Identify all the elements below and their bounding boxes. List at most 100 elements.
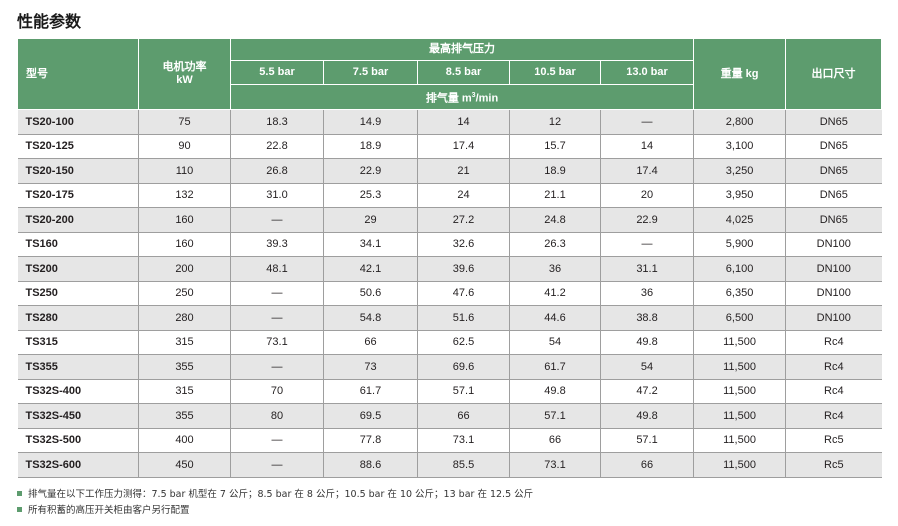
cell-flow: — bbox=[600, 232, 695, 257]
cell-flow: — bbox=[230, 281, 324, 306]
cell-flow: 61.7 bbox=[323, 379, 418, 404]
cell-flow: 26.3 bbox=[509, 232, 601, 257]
cell-model: TS20-125 bbox=[17, 134, 139, 159]
cell-power: 450 bbox=[138, 452, 231, 478]
cell-outlet: DN65 bbox=[785, 109, 882, 135]
header-power-label: 电机功率 bbox=[162, 61, 207, 73]
cell-flow: 66 bbox=[600, 452, 695, 478]
cell-flow: 22.9 bbox=[600, 207, 695, 233]
cell-weight: 2,800 bbox=[693, 109, 787, 135]
cell-flow: 27.2 bbox=[417, 207, 510, 233]
footnotes: 排气量在以下工作压力测得：7.5 bar 机型在 7 公斤；8.5 bar 在 … bbox=[17, 485, 533, 517]
cell-flow: 41.2 bbox=[509, 281, 601, 306]
cell-model: TS200 bbox=[17, 256, 139, 282]
cell-outlet: Rc4 bbox=[785, 379, 882, 404]
header-flow-label: 排气量 m bbox=[425, 92, 472, 105]
cell-model: TS32S-450 bbox=[17, 403, 139, 429]
header-weight: 重量 kg bbox=[693, 38, 787, 110]
cell-model: TS20-175 bbox=[17, 183, 139, 208]
cell-flow: 14 bbox=[600, 134, 695, 159]
cell-model: TS315 bbox=[17, 330, 139, 355]
cell-power: 132 bbox=[138, 183, 231, 208]
cell-power: 200 bbox=[138, 256, 231, 282]
cell-weight: 11,500 bbox=[693, 403, 787, 429]
bullet-square-icon bbox=[17, 506, 22, 512]
cell-model: TS32S-600 bbox=[17, 452, 139, 478]
cell-flow: 39.6 bbox=[417, 256, 510, 282]
cell-weight: 11,500 bbox=[693, 354, 787, 380]
page-title: 性能参数 bbox=[17, 12, 82, 31]
header-flow-exponent: 3 bbox=[471, 91, 476, 99]
cell-weight: 11,500 bbox=[693, 330, 787, 355]
cell-weight: 3,100 bbox=[693, 134, 787, 159]
cell-power: 75 bbox=[138, 109, 231, 135]
cell-flow: 14.9 bbox=[323, 109, 418, 135]
table-row: TS32S-600 450—88.6 85.5 73.1 66 11,500 Rc5 bbox=[17, 452, 882, 478]
cell-model: TS355 bbox=[17, 354, 139, 380]
cell-model: TS20-150 bbox=[17, 158, 139, 184]
cell-flow: 61.7 bbox=[509, 354, 601, 380]
table-row: TS32S-450 355 80 69.5 66 57.1 49.8 11,500 Rc4 bbox=[17, 403, 882, 429]
cell-flow: — bbox=[230, 207, 324, 233]
cell-flow: 20 bbox=[600, 183, 695, 208]
table-row: TS355 355—73 69.6 61.7 54 11,500 Rc4 bbox=[17, 354, 882, 380]
cell-power: 160 bbox=[138, 232, 231, 257]
header-pressure: 8.5 bar bbox=[417, 60, 510, 85]
cell-outlet: Rc5 bbox=[785, 452, 882, 478]
header-model: 型号 bbox=[17, 38, 139, 110]
cell-flow: 57.1 bbox=[509, 403, 601, 429]
cell-flow: 36 bbox=[509, 256, 601, 282]
cell-weight: 11,500 bbox=[693, 428, 787, 453]
cell-flow: 62.5 bbox=[417, 330, 510, 355]
cell-power: 110 bbox=[138, 158, 231, 184]
cell-model: TS32S-500 bbox=[17, 428, 139, 453]
table-body: TS20-100 75 18.3 14.9 14 12—2,800 DN65 TS20-125… bbox=[17, 109, 882, 478]
cell-flow: 24.8 bbox=[509, 207, 601, 233]
header-pressure: 13.0 bar bbox=[599, 60, 695, 85]
cell-weight: 4,025 bbox=[693, 207, 787, 233]
cell-flow: 48.1 bbox=[230, 256, 324, 282]
table-row: TS200 200 48.1 42.1 39.6 36 31.1 6,100 DN100 bbox=[17, 256, 882, 282]
cell-outlet: DN65 bbox=[785, 158, 882, 184]
cell-flow: 21 bbox=[417, 158, 510, 184]
header-max-pressure: 最高排气压力 bbox=[229, 38, 695, 61]
cell-outlet: Rc5 bbox=[785, 428, 882, 453]
cell-flow: 42.1 bbox=[323, 256, 418, 282]
cell-flow: 66 bbox=[417, 403, 510, 429]
cell-model: TS20-200 bbox=[17, 207, 139, 233]
cell-model: TS250 bbox=[17, 281, 139, 306]
cell-model: TS20-100 bbox=[17, 109, 139, 135]
cell-model: TS160 bbox=[17, 232, 139, 257]
cell-model: TS280 bbox=[17, 305, 139, 331]
cell-outlet: Rc4 bbox=[785, 330, 882, 355]
cell-outlet: DN100 bbox=[785, 305, 882, 331]
cell-weight: 6,350 bbox=[693, 281, 787, 306]
cell-flow: 12 bbox=[509, 109, 601, 135]
cell-weight: 6,500 bbox=[693, 305, 787, 331]
cell-flow: 73.1 bbox=[230, 330, 324, 355]
cell-flow: 54 bbox=[509, 330, 601, 355]
cell-outlet: DN65 bbox=[785, 134, 882, 159]
cell-flow: 34.1 bbox=[323, 232, 418, 257]
performance-table: 型号 电机功率 kW 最高排气压力 重量 kg 出口尺寸 5.5 bar 7.5… bbox=[17, 38, 883, 478]
cell-flow: — bbox=[230, 354, 324, 380]
cell-outlet: DN100 bbox=[785, 281, 882, 306]
table-row: TS250 250—50.6 47.6 41.2 36 6,350 DN100 bbox=[17, 281, 882, 306]
cell-flow: 18.3 bbox=[230, 109, 324, 135]
cell-flow: — bbox=[600, 109, 695, 135]
header-outlet: 出口尺寸 bbox=[785, 38, 883, 110]
cell-flow: 22.9 bbox=[323, 158, 418, 184]
cell-flow: 17.4 bbox=[600, 158, 695, 184]
cell-flow: 18.9 bbox=[509, 158, 601, 184]
table-row: TS20-150 110 26.8 22.9 21 18.9 17.4 3,250 DN65 bbox=[17, 158, 882, 184]
cell-flow: — bbox=[230, 452, 324, 478]
cell-flow: — bbox=[230, 305, 324, 331]
cell-flow: 51.6 bbox=[417, 305, 510, 331]
table-row: TS20-125 90 22.8 18.9 17.4 15.7 14 3,100 DN65 bbox=[17, 134, 882, 159]
cell-flow: 57.1 bbox=[600, 428, 695, 453]
cell-flow: 39.3 bbox=[230, 232, 324, 257]
cell-flow: 47.6 bbox=[417, 281, 510, 306]
cell-flow: 77.8 bbox=[323, 428, 418, 453]
cell-flow: 22.8 bbox=[230, 134, 324, 159]
cell-flow: 36 bbox=[600, 281, 695, 306]
